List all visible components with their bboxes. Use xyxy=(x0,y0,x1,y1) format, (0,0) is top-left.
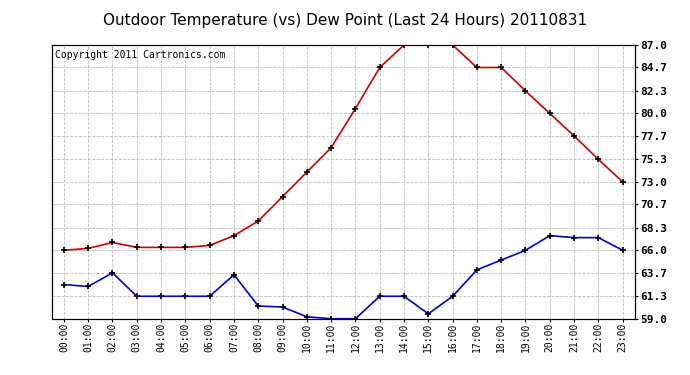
Text: Copyright 2011 Cartronics.com: Copyright 2011 Cartronics.com xyxy=(55,51,225,60)
Text: Outdoor Temperature (vs) Dew Point (Last 24 Hours) 20110831: Outdoor Temperature (vs) Dew Point (Last… xyxy=(103,13,587,28)
